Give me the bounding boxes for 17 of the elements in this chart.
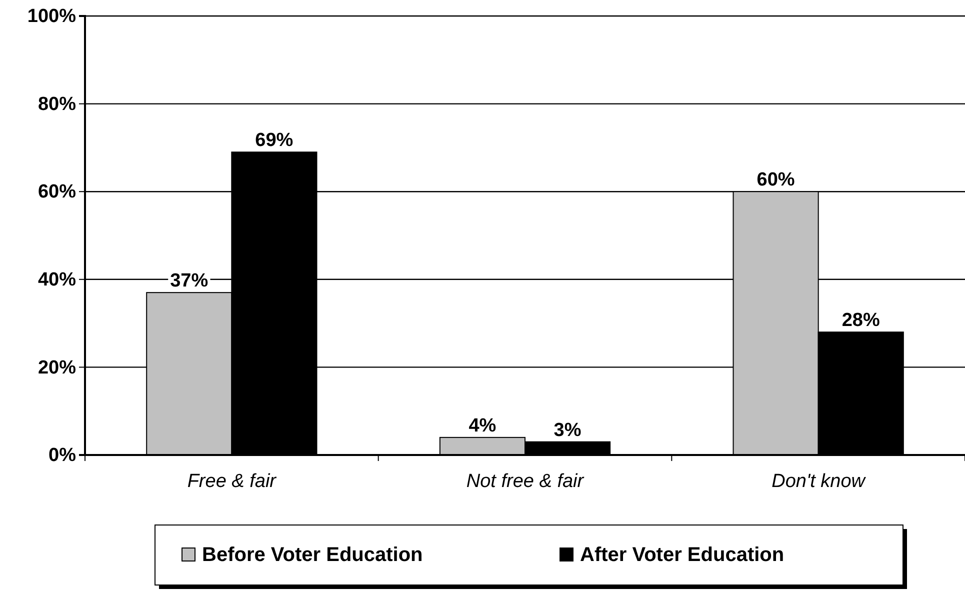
y-tick-label: 20% bbox=[38, 357, 76, 378]
data-label: 69% bbox=[255, 130, 294, 152]
data-label: 60% bbox=[756, 170, 795, 191]
data-label: 4% bbox=[468, 415, 496, 436]
y-tick-label: 80% bbox=[38, 94, 76, 115]
x-tick-label: Not free & fair bbox=[466, 471, 584, 492]
data-label: 3% bbox=[554, 420, 582, 441]
y-tick-label: 60% bbox=[38, 182, 76, 203]
y-tick-label: 40% bbox=[38, 269, 76, 290]
legend-label: Before Voter Education bbox=[202, 544, 423, 566]
x-tick-label: Free & fair bbox=[187, 471, 277, 492]
legend-label: After Voter Education bbox=[580, 544, 784, 566]
y-tick-label: 0% bbox=[48, 445, 76, 466]
x-tick-label: Don't know bbox=[772, 471, 866, 492]
data-label: 28% bbox=[842, 310, 880, 332]
y-tick-label: 100% bbox=[27, 6, 76, 28]
data-label: 37% bbox=[170, 270, 208, 292]
